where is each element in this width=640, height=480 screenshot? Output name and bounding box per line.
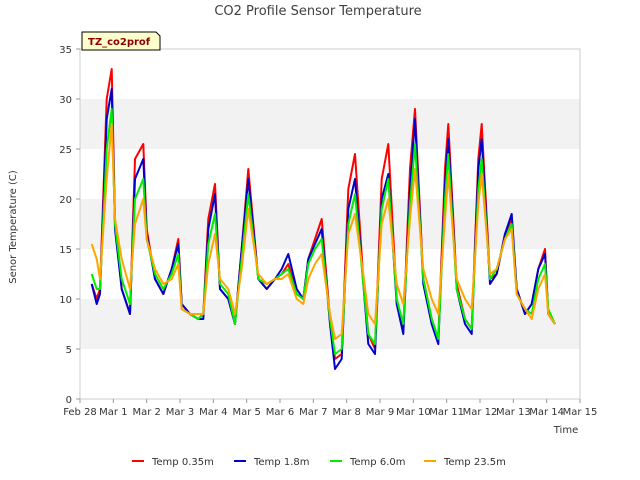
series-line-temp-6-0m	[90, 108, 556, 355]
y-axis-ticks: 0 5 10 15 20 25 30 35	[59, 45, 80, 406]
grid-band	[80, 49, 580, 99]
series-lines	[90, 68, 556, 370]
series-line-temp-1-8m	[90, 88, 556, 370]
y-tick-label: 15	[59, 245, 72, 256]
site-label-background	[81, 31, 161, 51]
x-tick-label: Mar 3	[166, 407, 194, 418]
plot-area-frame	[79, 48, 581, 400]
y-tick-label: 35	[59, 45, 72, 56]
x-axis-label: Time	[553, 425, 578, 436]
series-line-temp-23-5m	[90, 123, 556, 340]
y-tick-label: 25	[59, 145, 72, 156]
legend-label: Temp 0.35m	[151, 457, 214, 468]
y-axis-label: Senor Temperature (C)	[8, 170, 19, 284]
x-tick-label: Mar 2	[132, 407, 160, 418]
grid-band	[80, 99, 580, 149]
chart-title: CO2 Profile Sensor Temperature	[214, 4, 421, 19]
x-tick-label: Feb 28	[63, 407, 97, 418]
x-tick-label: Mar 4	[199, 407, 227, 418]
x-tick-label: Mar 6	[266, 407, 294, 418]
grid-band	[80, 149, 580, 199]
x-tick-label: Mar 1	[99, 407, 127, 418]
legend-label: Temp 6.0m	[349, 457, 405, 468]
y-tick-label: 30	[59, 95, 72, 106]
x-tick-label: Mar 9	[366, 407, 394, 418]
x-tick-label: Mar 14	[529, 407, 564, 418]
legend-label: Temp 1.8m	[253, 457, 309, 468]
x-tick-label: Mar 11	[429, 407, 464, 418]
grid-band	[80, 349, 580, 399]
x-axis-ticks: Feb 28 Mar 1 Mar 2 Mar 3 Mar 4 Mar 5 Mar 6 Mar …	[63, 399, 597, 418]
x-tick-label: Mar 10	[396, 407, 431, 418]
x-tick-label: Mar 8	[332, 407, 360, 418]
x-tick-label: Mar 7	[299, 407, 327, 418]
grid-bands	[80, 49, 580, 399]
legend-label: Temp 23.5m	[443, 457, 506, 468]
y-tick-label: 5	[66, 345, 72, 356]
y-tick-label: 20	[59, 195, 72, 206]
x-tick-label: Mar 12	[463, 407, 498, 418]
x-tick-label: Mar 13	[496, 407, 531, 418]
site-label-box: TZ_co2prof	[81, 31, 161, 51]
site-label-text: TZ_co2prof	[88, 37, 151, 48]
y-tick-label: 10	[59, 295, 72, 306]
x-tick-label: Mar 5	[232, 407, 260, 418]
legend: Temp 0.35m Temp 1.8m Temp 6.0m Temp 23.5m	[132, 457, 506, 468]
y-tick-label: 0	[66, 395, 72, 406]
x-tick-label: Mar 15	[563, 407, 598, 418]
grid-band	[80, 199, 580, 249]
